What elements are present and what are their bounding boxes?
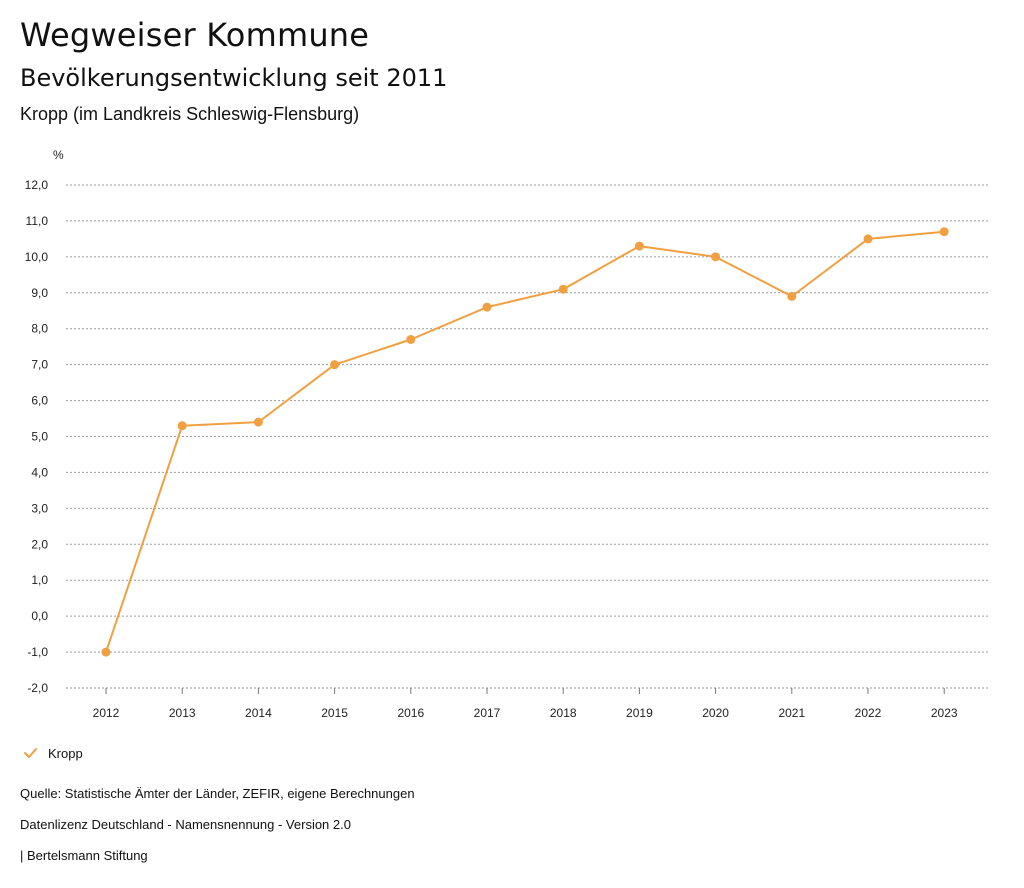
region-label: Kropp (im Landkreis Schleswig-Flensburg) — [20, 104, 360, 124]
data-point — [253, 417, 263, 427]
y-tick-label: 11,0 — [26, 214, 49, 228]
y-tick-label: 8,0 — [31, 322, 48, 336]
legend-label-kropp: Kropp — [48, 745, 83, 761]
x-tick-label: 2015 — [321, 706, 348, 720]
x-tick-label: 2023 — [931, 706, 958, 720]
data-point — [177, 421, 187, 431]
y-tick-label: 2,0 — [31, 537, 48, 551]
series-kropp — [101, 227, 949, 657]
y-axis: -2,0 -1,0 0,0 1,0 2,0 3,0 4,0 5,0 6,0 7,0 8,0 9,0 10… — [25, 178, 49, 695]
y-tick-label: -1,0 — [27, 645, 48, 659]
x-tick-label: 2018 — [550, 706, 577, 720]
x-tick-label: 2019 — [626, 706, 653, 720]
data-point — [787, 291, 797, 301]
legend[interactable]: Kropp — [22, 745, 83, 761]
line-chart: % -2,0 -1,0 0,0 1,0 2,0 3,0 4,0 5,0 6,0 7,0 8,0 9,0… — [25, 148, 990, 720]
source-note: Quelle: Statistische Ämter der Länder, Z… — [20, 786, 415, 801]
x-tick-label: 2016 — [397, 706, 424, 720]
y-tick-label: 6,0 — [31, 394, 48, 408]
page-title: Wegweiser Kommune — [20, 16, 370, 54]
x-tick-label: 2014 — [245, 706, 272, 720]
x-tick-label: 2021 — [778, 706, 805, 720]
y-tick-label: 12,0 — [25, 178, 49, 192]
data-point — [711, 252, 721, 262]
data-point — [482, 302, 492, 312]
x-tick-label: 2013 — [169, 706, 196, 720]
check-icon — [24, 748, 37, 758]
x-tick-label: 2012 — [93, 706, 120, 720]
x-axis: 2012 2013 2014 2015 2016 2017 2018 2019 2020 2021… — [93, 688, 958, 720]
data-point — [406, 334, 416, 344]
publisher-note: | Bertelsmann Stiftung — [20, 848, 148, 863]
x-tick-label: 2022 — [855, 706, 882, 720]
y-tick-label: 10,0 — [25, 250, 49, 264]
series-line-kropp — [105, 230, 945, 653]
y-tick-label: 5,0 — [31, 430, 48, 444]
data-point — [939, 227, 949, 237]
y-tick-label: 9,0 — [31, 286, 48, 300]
y-axis-unit: % — [53, 148, 64, 162]
chart-subtitle: Bevölkerungsentwicklung seit 2011 — [20, 64, 448, 92]
data-point — [558, 284, 568, 294]
y-tick-label: 1,0 — [31, 573, 48, 587]
y-tick-label: -2,0 — [27, 681, 48, 695]
license-note: Datenlizenz Deutschland - Namensnennung … — [20, 817, 351, 832]
data-point — [330, 360, 340, 370]
data-point — [634, 241, 644, 251]
x-tick-label: 2017 — [474, 706, 501, 720]
data-point — [863, 234, 873, 244]
data-point — [101, 647, 111, 657]
y-tick-label: 7,0 — [31, 358, 48, 372]
y-tick-label: 4,0 — [31, 465, 48, 479]
x-tick-label: 2020 — [702, 706, 729, 720]
y-tick-label: 0,0 — [31, 609, 48, 623]
y-tick-label: 3,0 — [31, 501, 48, 515]
grid-lines — [66, 184, 990, 689]
